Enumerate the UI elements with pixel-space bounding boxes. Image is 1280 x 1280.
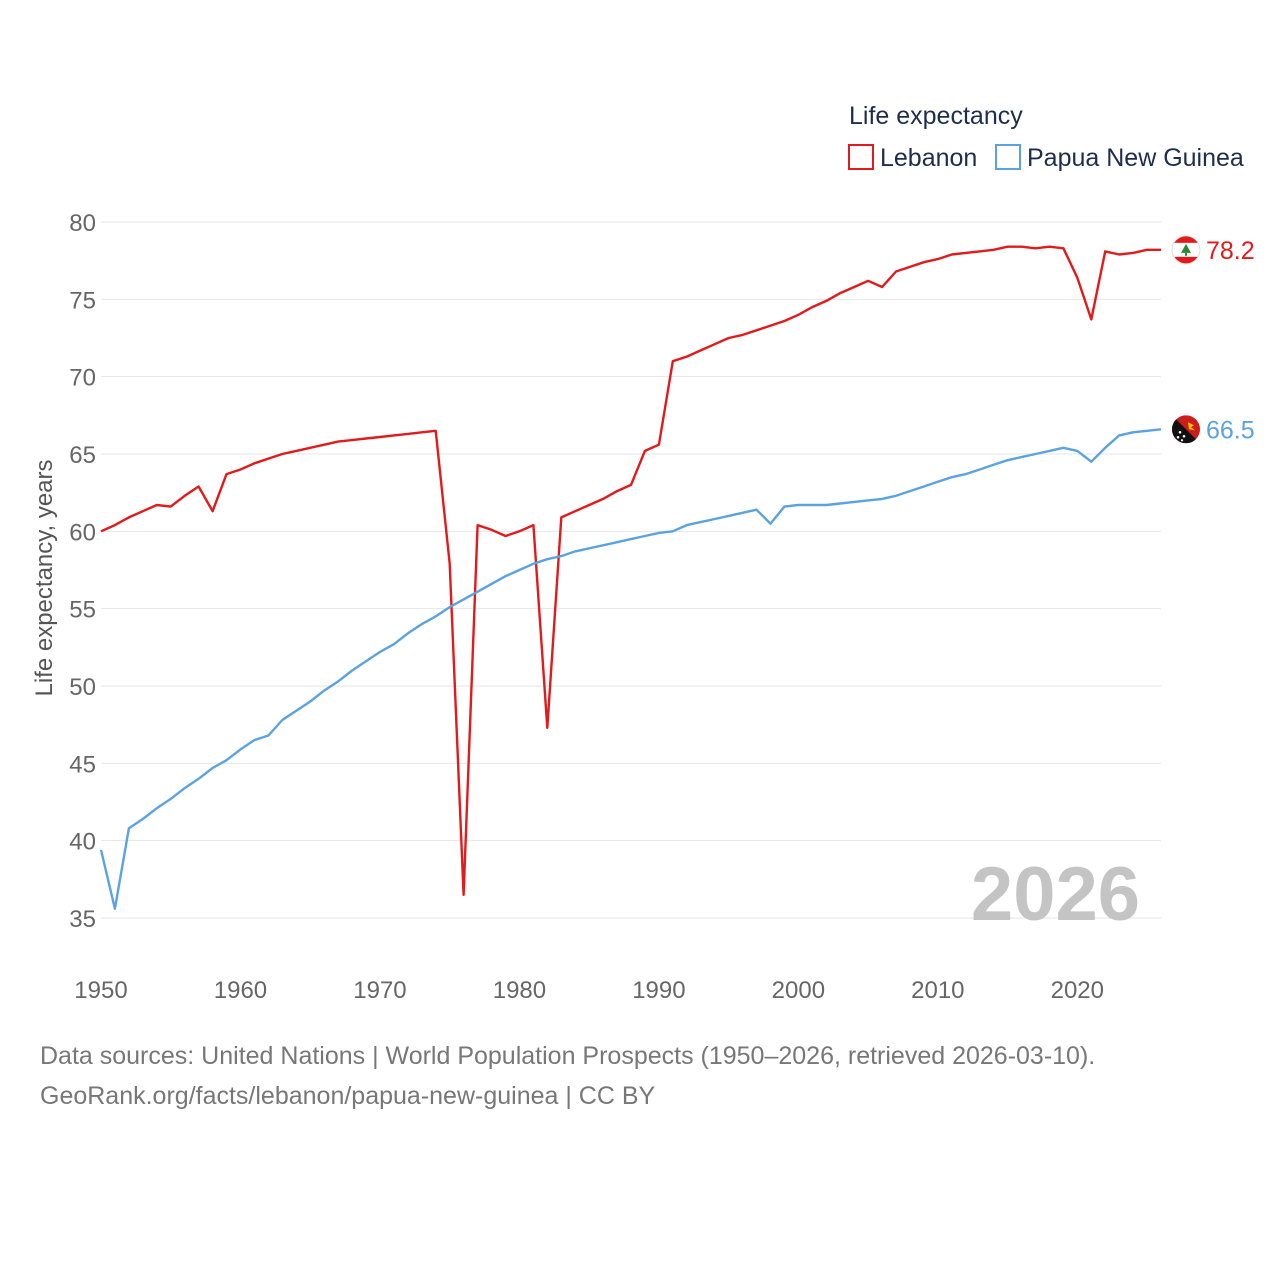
legend-label-papua-new-guinea: Papua New Guinea xyxy=(1027,144,1244,172)
y-tick-label-45: 45 xyxy=(69,751,96,778)
x-tick-label-1950: 1950 xyxy=(74,977,127,1004)
legend-swatch-papua-new-guinea xyxy=(996,145,1020,169)
y-tick-label-50: 50 xyxy=(69,674,96,701)
life-expectancy-chart: 35 40 45 50 55 60 65 70 75 80 1950 1960 1970 1980 199… xyxy=(0,0,1280,1040)
x-tick-label-2010: 2010 xyxy=(911,977,964,1004)
legend-label-lebanon: Lebanon xyxy=(880,144,977,172)
y-tick-label-35: 35 xyxy=(69,906,96,933)
y-axis-ticks: 35 40 45 50 55 60 65 70 75 80 xyxy=(69,210,96,933)
series-line-papua-new-guinea xyxy=(101,429,1161,908)
series-line-lebanon xyxy=(101,247,1161,895)
x-tick-label-1990: 1990 xyxy=(632,977,685,1004)
y-tick-label-80: 80 xyxy=(69,210,96,237)
legend-swatch-lebanon xyxy=(849,145,873,169)
x-tick-label-2020: 2020 xyxy=(1051,977,1104,1004)
x-tick-label-2000: 2000 xyxy=(772,977,825,1004)
y-tick-label-70: 70 xyxy=(69,365,96,392)
credit-link[interactable]: GeoRank.org/facts/lebanon/papua-new-guin… xyxy=(40,1082,655,1111)
x-tick-label-1960: 1960 xyxy=(214,977,267,1004)
y-tick-label-55: 55 xyxy=(69,597,96,624)
lebanon-flag-icon xyxy=(1172,236,1200,264)
y-tick-label-40: 40 xyxy=(69,829,96,856)
y-tick-label-75: 75 xyxy=(69,287,96,314)
x-tick-label-1980: 1980 xyxy=(493,977,546,1004)
legend-title: Life expectancy xyxy=(849,102,1023,130)
legend: Life expectancy Lebanon Papua New Guinea xyxy=(849,102,1244,172)
y-axis-title: Life expectancy, years xyxy=(31,459,58,696)
papua-new-guinea-flag-icon xyxy=(1172,415,1200,443)
series-lines xyxy=(101,247,1161,909)
y-tick-label-65: 65 xyxy=(69,442,96,469)
year-watermark: 2026 xyxy=(971,852,1140,937)
data-sources-note: Data sources: United Nations | World Pop… xyxy=(40,1042,1095,1071)
y-tick-label-60: 60 xyxy=(69,519,96,546)
gridlines xyxy=(101,222,1161,918)
x-axis-ticks: 1950 1960 1970 1980 1990 2000 2010 2020 xyxy=(74,977,1104,1004)
papua-new-guinea-end-value: 66.5 xyxy=(1206,416,1255,444)
x-tick-label-1970: 1970 xyxy=(353,977,406,1004)
lebanon-end-value: 78.2 xyxy=(1206,237,1255,265)
